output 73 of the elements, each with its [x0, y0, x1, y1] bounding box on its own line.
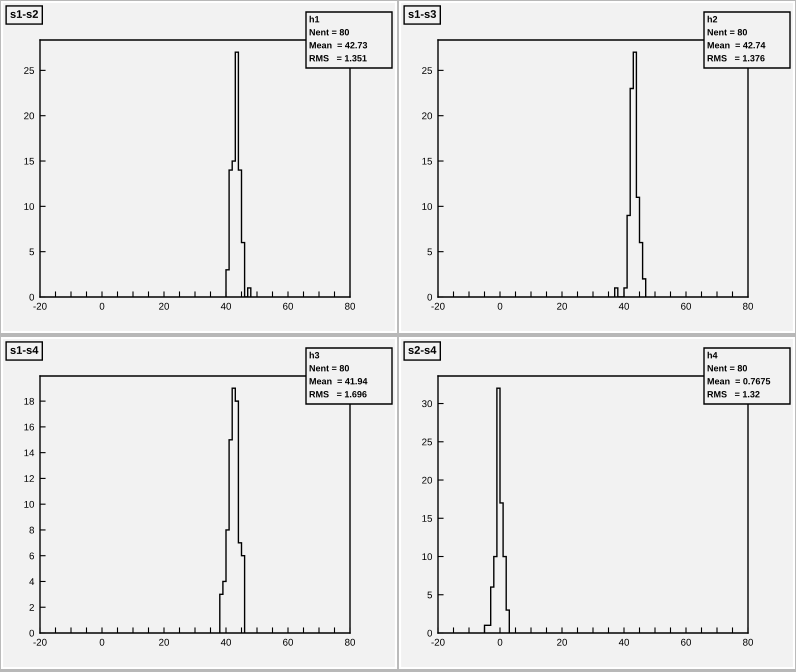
x-tick-label: 20	[159, 302, 170, 310]
y-tick-label: 8	[29, 526, 34, 534]
text: h4	[708, 352, 718, 358]
x-tick-label: 80	[743, 638, 754, 646]
y-tick-label: 15	[24, 158, 34, 165]
y-tick-label: 20	[422, 112, 432, 120]
annotation: RMS = 1.696	[310, 391, 367, 398]
y-tick-label: 16	[24, 424, 34, 431]
x-tick-label: -20	[431, 302, 445, 310]
text: h1	[310, 16, 320, 22]
annotation: RMS = 1.351	[310, 55, 367, 62]
x-tick-label: 60	[681, 638, 692, 646]
x-tick-label: 40	[618, 302, 630, 310]
x-tick-label: 0	[498, 302, 502, 310]
chart-title: s1-s2	[10, 10, 38, 18]
x-tick-label: 20	[557, 638, 568, 646]
chart-title: s1-s3	[408, 10, 436, 18]
y-tick-label: 5	[427, 248, 432, 256]
y-tick-label: 2	[30, 604, 34, 611]
x-tick-label: 80	[743, 302, 754, 310]
y-tick-label: 0	[427, 294, 432, 301]
y-tick-label: 5	[29, 248, 34, 256]
y-tick-label: 0	[29, 630, 34, 637]
x-tick-label: -20	[431, 638, 445, 646]
text: h2	[708, 16, 718, 22]
y-tick-label: 10	[24, 500, 34, 508]
y-tick-label: 15	[422, 158, 432, 165]
x-tick-label: 60	[681, 302, 692, 310]
text: Nent = 80	[310, 29, 350, 36]
x-tick-label: 40	[618, 638, 630, 646]
y-tick-label: 0	[427, 630, 432, 637]
y-tick-label: 20	[422, 476, 432, 484]
text: Nent = 80	[310, 365, 350, 372]
x-tick-label: 40	[220, 302, 232, 310]
x-tick-label: 60	[283, 638, 294, 646]
y-tick-label: 0	[29, 294, 34, 301]
y-tick-label: 20	[24, 112, 34, 120]
y-tick-label: 10	[24, 203, 34, 210]
chart-title: s2-s4	[408, 346, 436, 354]
y-tick-label: 25	[422, 438, 432, 446]
x-tick-label: -20	[33, 302, 47, 310]
x-tick-label: 40	[220, 638, 232, 646]
annotation: Mean = 41.94	[310, 378, 368, 384]
y-tick-label: 30	[422, 400, 432, 408]
text: h3	[310, 352, 320, 358]
x-tick-label: 0	[100, 302, 104, 310]
text: Nent = 80	[708, 365, 748, 372]
y-tick-label: 5	[427, 592, 432, 598]
annotation: Mean = 0.7675	[708, 378, 770, 384]
x-tick-label: 20	[159, 638, 170, 646]
y-tick-label: 15	[422, 515, 432, 522]
y-tick-label: 4	[29, 578, 34, 585]
y-tick-label: 10	[422, 553, 432, 560]
y-tick-label: 6	[30, 552, 34, 560]
y-tick-label: 14	[24, 449, 34, 456]
annotation: Mean = 42.74	[708, 42, 766, 48]
x-tick-label: 20	[557, 302, 568, 310]
chart-title: s1-s4	[10, 346, 38, 354]
x-tick-label: 0	[498, 638, 502, 646]
y-tick-label: 10	[422, 203, 432, 210]
x-tick-label: 80	[345, 302, 356, 310]
y-tick-label: 25	[24, 67, 34, 74]
annotation: Mean = 42.73	[310, 42, 368, 48]
y-tick-label: 25	[422, 67, 432, 74]
x-tick-label: 60	[283, 302, 294, 310]
x-tick-label: 0	[100, 638, 104, 646]
x-tick-label: -20	[33, 638, 47, 646]
annotation: RMS = 1.32	[708, 391, 760, 398]
y-tick-label: 18	[24, 398, 34, 405]
annotation: RMS = 1.376	[708, 55, 765, 62]
x-tick-label: 80	[345, 638, 356, 646]
y-tick-label: 12	[24, 475, 34, 482]
text: Nent = 80	[708, 29, 748, 36]
